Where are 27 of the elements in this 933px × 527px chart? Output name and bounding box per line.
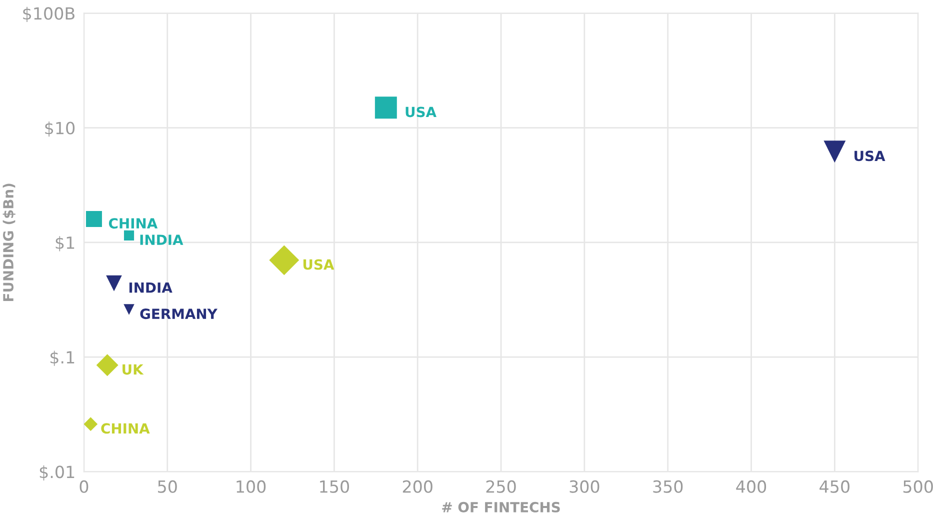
annotation: USA bbox=[406, 106, 436, 118]
x-tick-label: 0 bbox=[80, 480, 88, 493]
x-tick-label: 100 bbox=[236, 480, 266, 493]
annotation: INDIA bbox=[129, 282, 172, 293]
annotation: CHINA bbox=[101, 423, 150, 434]
annotation: CHINA bbox=[108, 218, 158, 229]
y-tick-label: $10 bbox=[45, 121, 75, 137]
x-tick-label: 50 bbox=[158, 480, 177, 493]
x-tick-label: 450 bbox=[820, 480, 850, 493]
annotation: INDIA bbox=[140, 234, 184, 245]
x-tick-label: 300 bbox=[570, 480, 600, 493]
y-tick-label: $.1 bbox=[50, 350, 74, 366]
x-tick-label: 200 bbox=[402, 480, 432, 493]
x-tick-label: 250 bbox=[486, 480, 516, 493]
annotation: GERMANY bbox=[140, 308, 218, 320]
annotation: UK bbox=[122, 364, 144, 375]
x-tick-label: 500 bbox=[903, 480, 933, 493]
x-tick-label: 400 bbox=[736, 480, 766, 493]
x-axis-title: # OF FINTECHS bbox=[442, 502, 560, 512]
y-axis-title: FUNDING ($Bn) bbox=[2, 184, 16, 302]
annotation: USA bbox=[854, 150, 886, 162]
x-tick-label: 350 bbox=[653, 480, 683, 493]
x-tick-label: 150 bbox=[320, 480, 349, 493]
y-tick-label: $100B bbox=[23, 6, 74, 22]
y-tick-label: $1 bbox=[56, 236, 74, 252]
y-tick-label: $.01 bbox=[40, 465, 74, 480]
annotation: USA bbox=[303, 259, 334, 270]
